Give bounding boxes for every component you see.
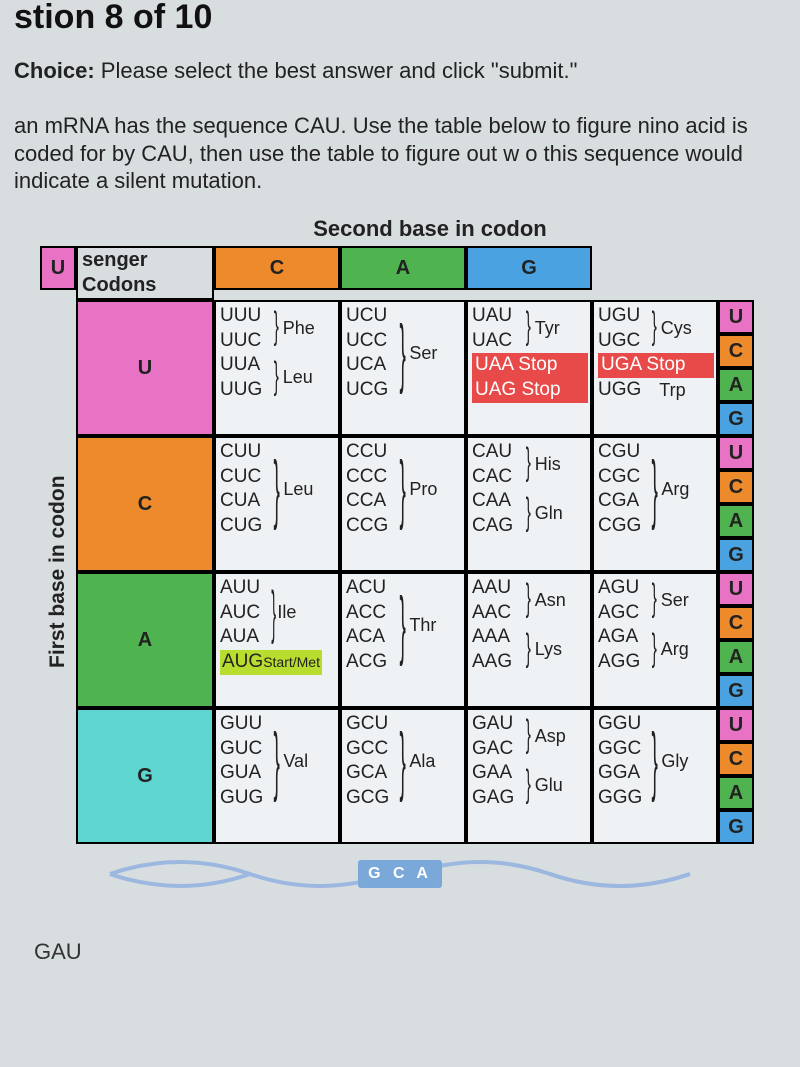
row-head-U: U <box>76 300 214 436</box>
cell-GU: GUUGUCGUAGUG}Val <box>214 708 340 844</box>
cell-AG: AGUAGC}SerAGAAGG}Arg <box>592 572 718 708</box>
question-body: an mRNA has the sequence CAU. Use the ta… <box>14 112 786 195</box>
col-head-C: C <box>214 246 340 290</box>
choice-line: Choice: Please select the best answer an… <box>14 57 786 85</box>
top-axis-label: Second base in codon <box>100 215 760 243</box>
third-base-G-G: G <box>718 810 754 844</box>
dna-decoration: G C A <box>100 850 700 898</box>
third-base-A-A: A <box>718 640 754 674</box>
cell-AC: ACUACCACAACG}Thr <box>340 572 466 708</box>
choice-prefix: Choice: <box>14 58 95 83</box>
row-head-G: G <box>76 708 214 844</box>
col-head-A: A <box>340 246 466 290</box>
row-head-C: C <box>76 436 214 572</box>
third-base-C-G: G <box>718 538 754 572</box>
third-base-U-A: A <box>718 368 754 402</box>
dna-center-label: G C A <box>358 860 442 888</box>
cell-GG: GGUGGCGGAGGG}Gly <box>592 708 718 844</box>
third-base-U-U: U <box>718 300 754 334</box>
col-head-G: G <box>466 246 592 290</box>
codon-table: Second base in codon First base in codon… <box>40 215 760 899</box>
cell-AU: AUUAUCAUA}IleAUGStart/Met <box>214 572 340 708</box>
cell-CG: CGUCGCCGACGG}Arg <box>592 436 718 572</box>
cell-GC: GCUGCCGCAGCG}Ala <box>340 708 466 844</box>
cell-CU: CUUCUCCUACUG}Leu <box>214 436 340 572</box>
choice-text: Please select the best answer and click … <box>95 58 578 83</box>
cell-CA: CAUCAC}HisCAACAG}Gln <box>466 436 592 572</box>
cell-UU: UUUUUC}PheUUAUUG}Leu <box>214 300 340 436</box>
col-head-U: U <box>40 246 76 290</box>
left-axis-label: First base in codon <box>40 300 76 844</box>
question-header: stion 8 of 10 <box>14 0 786 39</box>
cell-GA: GAUGAC}AspGAAGAG}Glu <box>466 708 592 844</box>
cell-CC: CCUCCCCCACCG}Pro <box>340 436 466 572</box>
third-base-U-G: G <box>718 402 754 436</box>
third-base-G-A: A <box>718 776 754 810</box>
third-base-U-C: C <box>718 334 754 368</box>
third-base-A-C: C <box>718 606 754 640</box>
corner-label: sengerCodons <box>76 246 214 300</box>
cell-UG: UGUUGC}CysUGA StopUGG Trp <box>592 300 718 436</box>
third-base-A-G: G <box>718 674 754 708</box>
cell-AA: AAUAAC}AsnAAAAAG}Lys <box>466 572 592 708</box>
third-base-A-U: U <box>718 572 754 606</box>
cell-UA: UAUUAC}TyrUAA StopUAG Stop <box>466 300 592 436</box>
third-base-G-C: C <box>718 742 754 776</box>
third-base-C-C: C <box>718 470 754 504</box>
cell-UC: UCUUCCUCAUCG}Ser <box>340 300 466 436</box>
third-base-C-U: U <box>718 436 754 470</box>
row-head-A: A <box>76 572 214 708</box>
third-base-C-A: A <box>718 504 754 538</box>
answer-option-gau[interactable]: GAU <box>34 938 786 966</box>
third-base-G-U: U <box>718 708 754 742</box>
